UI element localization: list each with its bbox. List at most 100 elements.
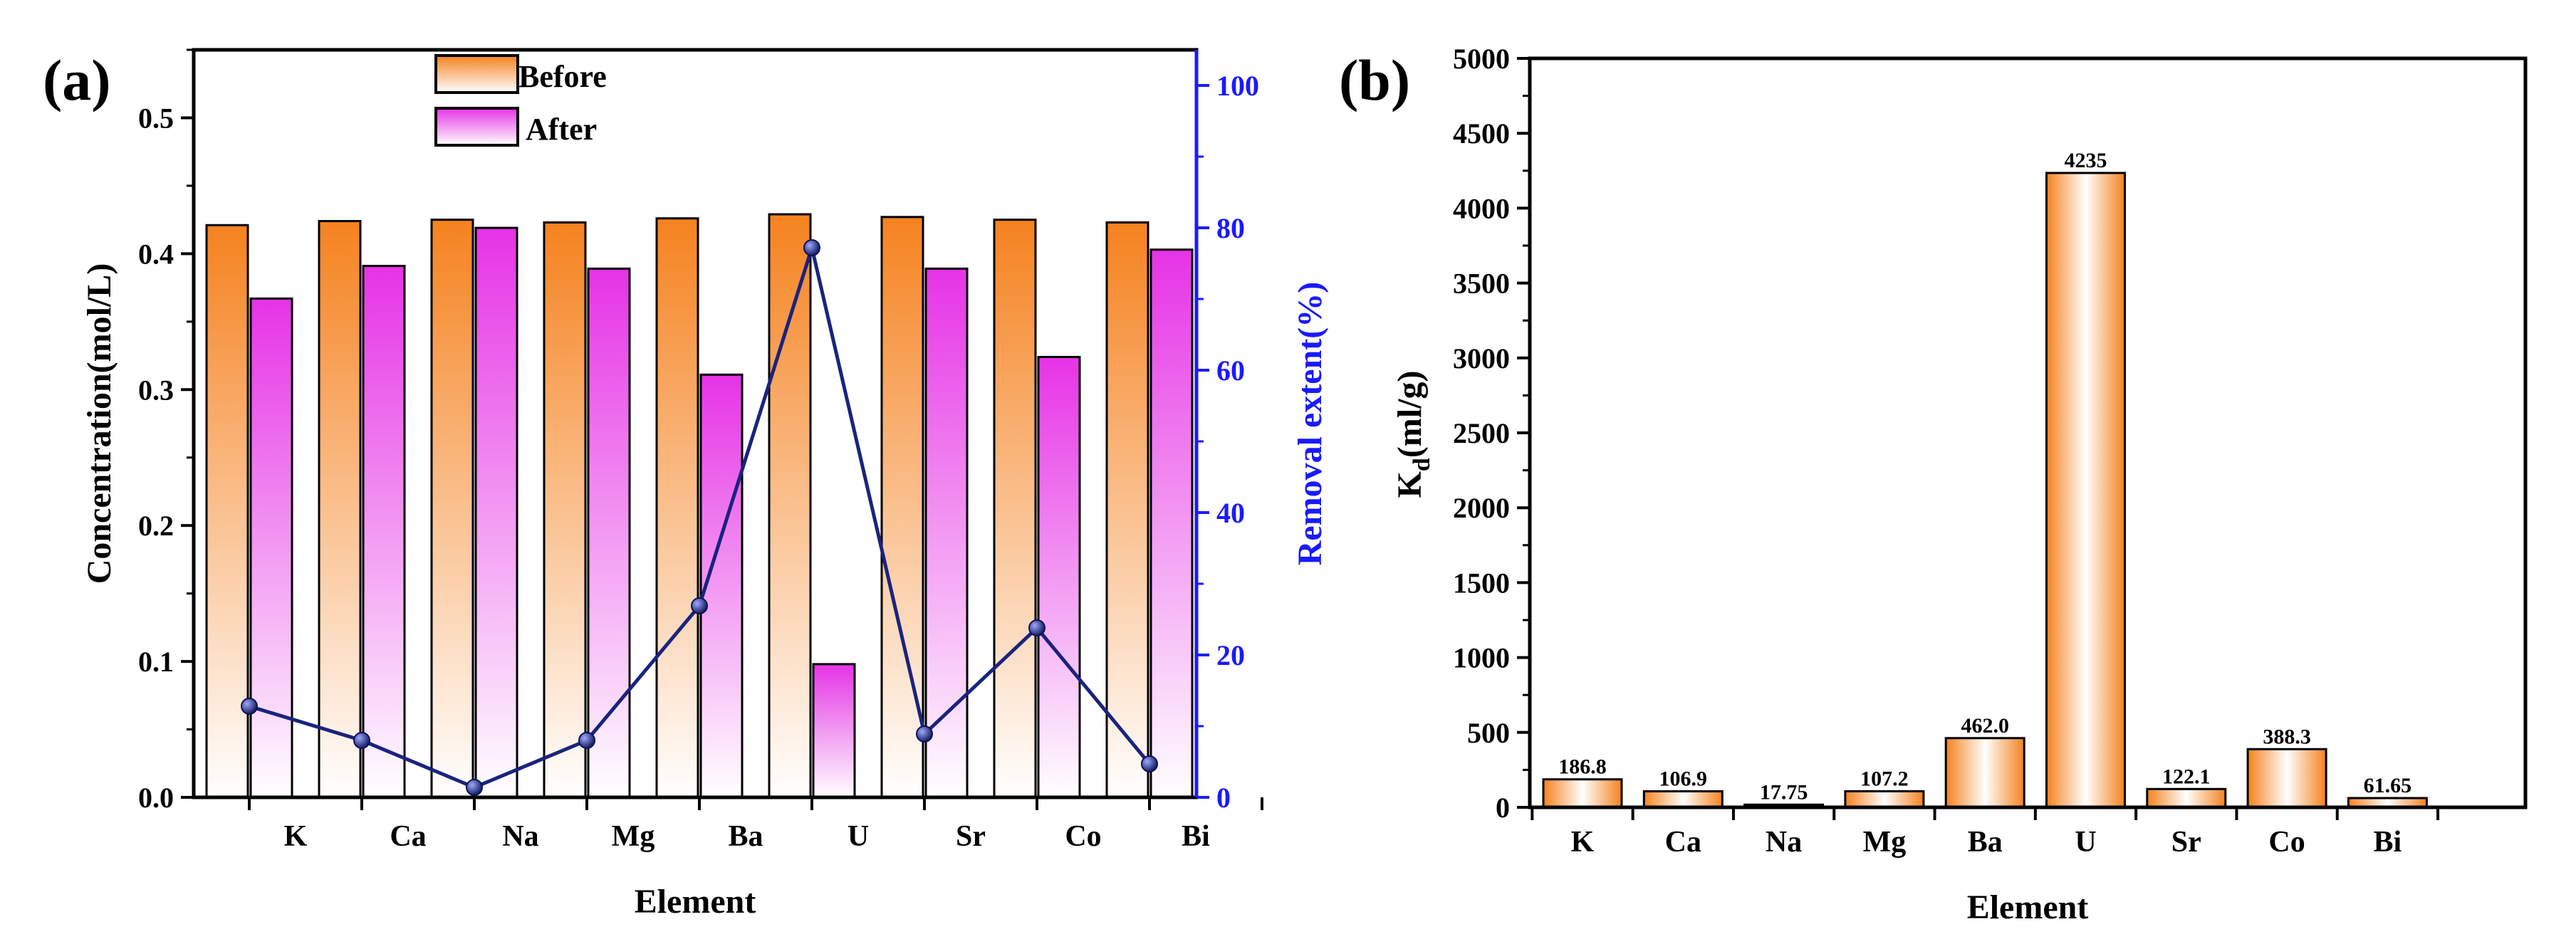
b-ytick-label: 3000 xyxy=(1453,342,1510,374)
a-y2tick-label: 0 xyxy=(1216,782,1231,814)
a-xtick-label-Mg: Mg xyxy=(612,820,655,853)
a-xtick-label-U: U xyxy=(848,820,869,853)
removal-marker-K xyxy=(241,698,258,715)
b-ytick-label: 2000 xyxy=(1453,492,1510,524)
panel-b-frame xyxy=(1528,56,2528,809)
removal-marker-Mg xyxy=(578,732,595,749)
kd-bar-Ba xyxy=(1944,737,2025,809)
bar-after-Mg xyxy=(587,267,631,799)
a-ytick-label: 0.3 xyxy=(138,374,174,406)
kd-value-label-Ca: 106.9 xyxy=(1659,767,1708,791)
bar-after-Ca xyxy=(362,265,406,799)
panel-a-x-ticks: K Ca Na Mg Ba U Sr Co Bi xyxy=(248,797,1263,853)
bar-before-Ba xyxy=(655,217,699,799)
panel-a-legend: Before After xyxy=(434,54,607,147)
legend-after-swatch xyxy=(434,107,519,147)
panel-b-bars: 186.8 106.9 17.75 107.2 462.0 4235 122.1 388.3 6… xyxy=(1542,149,2428,809)
b-ytick-label: 500 xyxy=(1467,717,1510,749)
bar-before-U xyxy=(768,213,812,799)
bar-before-Sr xyxy=(880,216,924,799)
b-ytick-label: 1500 xyxy=(1453,567,1510,599)
removal-marker-U xyxy=(803,239,820,256)
kd-value-label-K: 186.8 xyxy=(1558,755,1607,779)
removal-marker-Na xyxy=(466,779,483,796)
b-ytick-label: 2500 xyxy=(1453,417,1510,449)
kd-bar-Ca xyxy=(1642,790,1724,809)
b-ytick-label: 5000 xyxy=(1453,43,1510,75)
a-ytick-label: 0.0 xyxy=(138,782,174,814)
removal-marker-Co xyxy=(1028,619,1045,636)
legend-before-label: Before xyxy=(518,59,607,94)
kd-value-label-Ba: 462.0 xyxy=(1961,714,2009,738)
kd-value-label-U: 4235 xyxy=(2065,149,2107,172)
a-y2tick-label: 20 xyxy=(1216,639,1245,671)
panel-a-label: (a) xyxy=(43,48,111,112)
b-xtick-label-Na: Na xyxy=(1766,826,1802,859)
removal-marker-Bi xyxy=(1141,755,1158,772)
a-xtick-label-Ca: Ca xyxy=(390,820,426,853)
b-ytick-label: 3500 xyxy=(1453,268,1510,300)
b-xtick-label-Sr: Sr xyxy=(2171,826,2201,859)
removal-extent-markers xyxy=(241,239,1158,796)
panel-a-y-ticks: 0.0 0.1 0.2 0.3 0.4 0.5 xyxy=(138,48,194,814)
bar-after-Bi xyxy=(1149,248,1194,799)
bar-after-Ba xyxy=(699,373,744,799)
panel-b-y-axis-title: Kd(ml/g) xyxy=(1391,371,1435,498)
a-xtick-label-Co: Co xyxy=(1065,820,1101,853)
bar-before-Ca xyxy=(318,220,362,799)
a-ytick-label: 0.4 xyxy=(138,238,174,270)
kd-value-label-Sr: 122.1 xyxy=(2162,765,2211,788)
bar-after-Co xyxy=(1037,355,1081,799)
panel-a-x-axis-title: Element xyxy=(635,883,756,921)
panel-b-label: (b) xyxy=(1339,48,1410,112)
a-xtick-label-Bi: Bi xyxy=(1182,820,1210,853)
panel-a-bars xyxy=(205,213,1194,799)
kd-subscript: d xyxy=(1409,458,1435,471)
b-ytick-label: 4000 xyxy=(1453,192,1510,224)
panel-b-y-ticks: 0 500 1000 1500 2000 2500 3000 3500 4000 4500 5000 xyxy=(1453,43,1530,824)
b-xtick-label-U: U xyxy=(2075,826,2096,859)
a-xtick-label-Na: Na xyxy=(502,820,538,853)
removal-marker-Ca xyxy=(353,732,370,749)
b-xtick-label-Bi: Bi xyxy=(2374,826,2402,859)
kd-bar-Co xyxy=(2246,748,2327,809)
b-xtick-label-Co: Co xyxy=(2268,826,2305,859)
panel-b-chart: (b) 186.8 106.9 17.75 107.2 462.0 4235 122.1 38… xyxy=(1339,43,2528,926)
a-xtick-label-K: K xyxy=(284,820,308,853)
b-ytick-label: 1000 xyxy=(1453,642,1510,674)
kd-value-label-Co: 388.3 xyxy=(2263,725,2311,748)
kd-bar-U xyxy=(2045,172,2126,809)
panel-b-x-axis-title: Element xyxy=(1967,888,2089,926)
b-ytick-label: 4500 xyxy=(1453,117,1510,150)
panel-a-y2-axis-title: Removal extent(%) xyxy=(1291,282,1329,566)
bar-after-K xyxy=(249,297,293,799)
panel-b-x-ticks: K Ca Na Mg Ba U Sr Co Bi xyxy=(1531,807,2440,859)
bar-before-K xyxy=(205,224,249,799)
removal-marker-Ba xyxy=(691,597,708,614)
b-ytick-label: 0 xyxy=(1496,792,1510,824)
kd-value-label-Mg: 107.2 xyxy=(1860,767,1909,790)
kd-bar-K xyxy=(1542,778,1623,809)
kd-main: K xyxy=(1391,471,1429,498)
a-y2tick-label: 60 xyxy=(1216,355,1245,387)
a-y2tick-label: 100 xyxy=(1216,70,1259,102)
legend-before-swatch xyxy=(434,54,519,94)
a-y2tick-label: 40 xyxy=(1216,497,1245,529)
bar-before-Bi xyxy=(1105,221,1149,799)
b-xtick-label-Mg: Mg xyxy=(1863,826,1907,859)
bar-before-Na xyxy=(430,219,474,799)
kd-bar-Mg xyxy=(1844,790,1925,809)
b-xtick-label-Ca: Ca xyxy=(1665,826,1701,859)
a-ytick-label: 0.2 xyxy=(138,510,174,542)
bar-after-U xyxy=(812,663,856,799)
kd-value-label-Na: 17.75 xyxy=(1760,780,1808,804)
panel-a-y-axis-title: Concentration(mol/L) xyxy=(80,263,118,584)
panel-a-y2-ticks: 0 20 40 60 80 100 xyxy=(1196,70,1259,814)
a-xtick-label-Ba: Ba xyxy=(728,820,763,853)
legend-after-label: After xyxy=(526,112,597,147)
kd-value-label-Bi: 61.65 xyxy=(2364,774,2412,797)
kd-bar-Sr xyxy=(2146,787,2227,809)
a-y2tick-label: 80 xyxy=(1216,212,1245,244)
removal-marker-Sr xyxy=(916,725,933,743)
